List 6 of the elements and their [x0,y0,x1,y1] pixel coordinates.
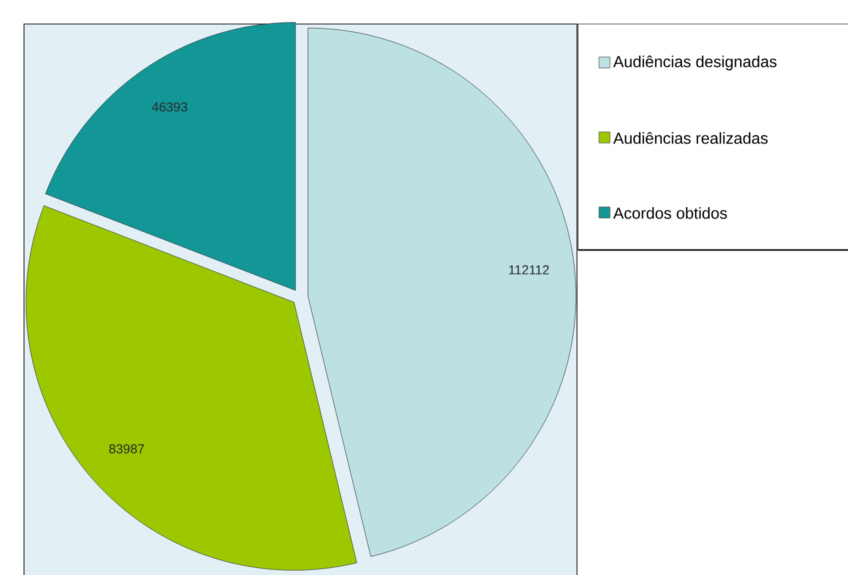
data-label: 46393 [152,102,188,112]
data-label: 83987 [109,444,144,454]
legend-label: Audiências realizadas [613,132,768,144]
data-label: 112112 [509,265,549,274]
legend-label: Acordos obtidos [613,207,727,219]
legend-label: Audiências designadas [613,56,777,70]
